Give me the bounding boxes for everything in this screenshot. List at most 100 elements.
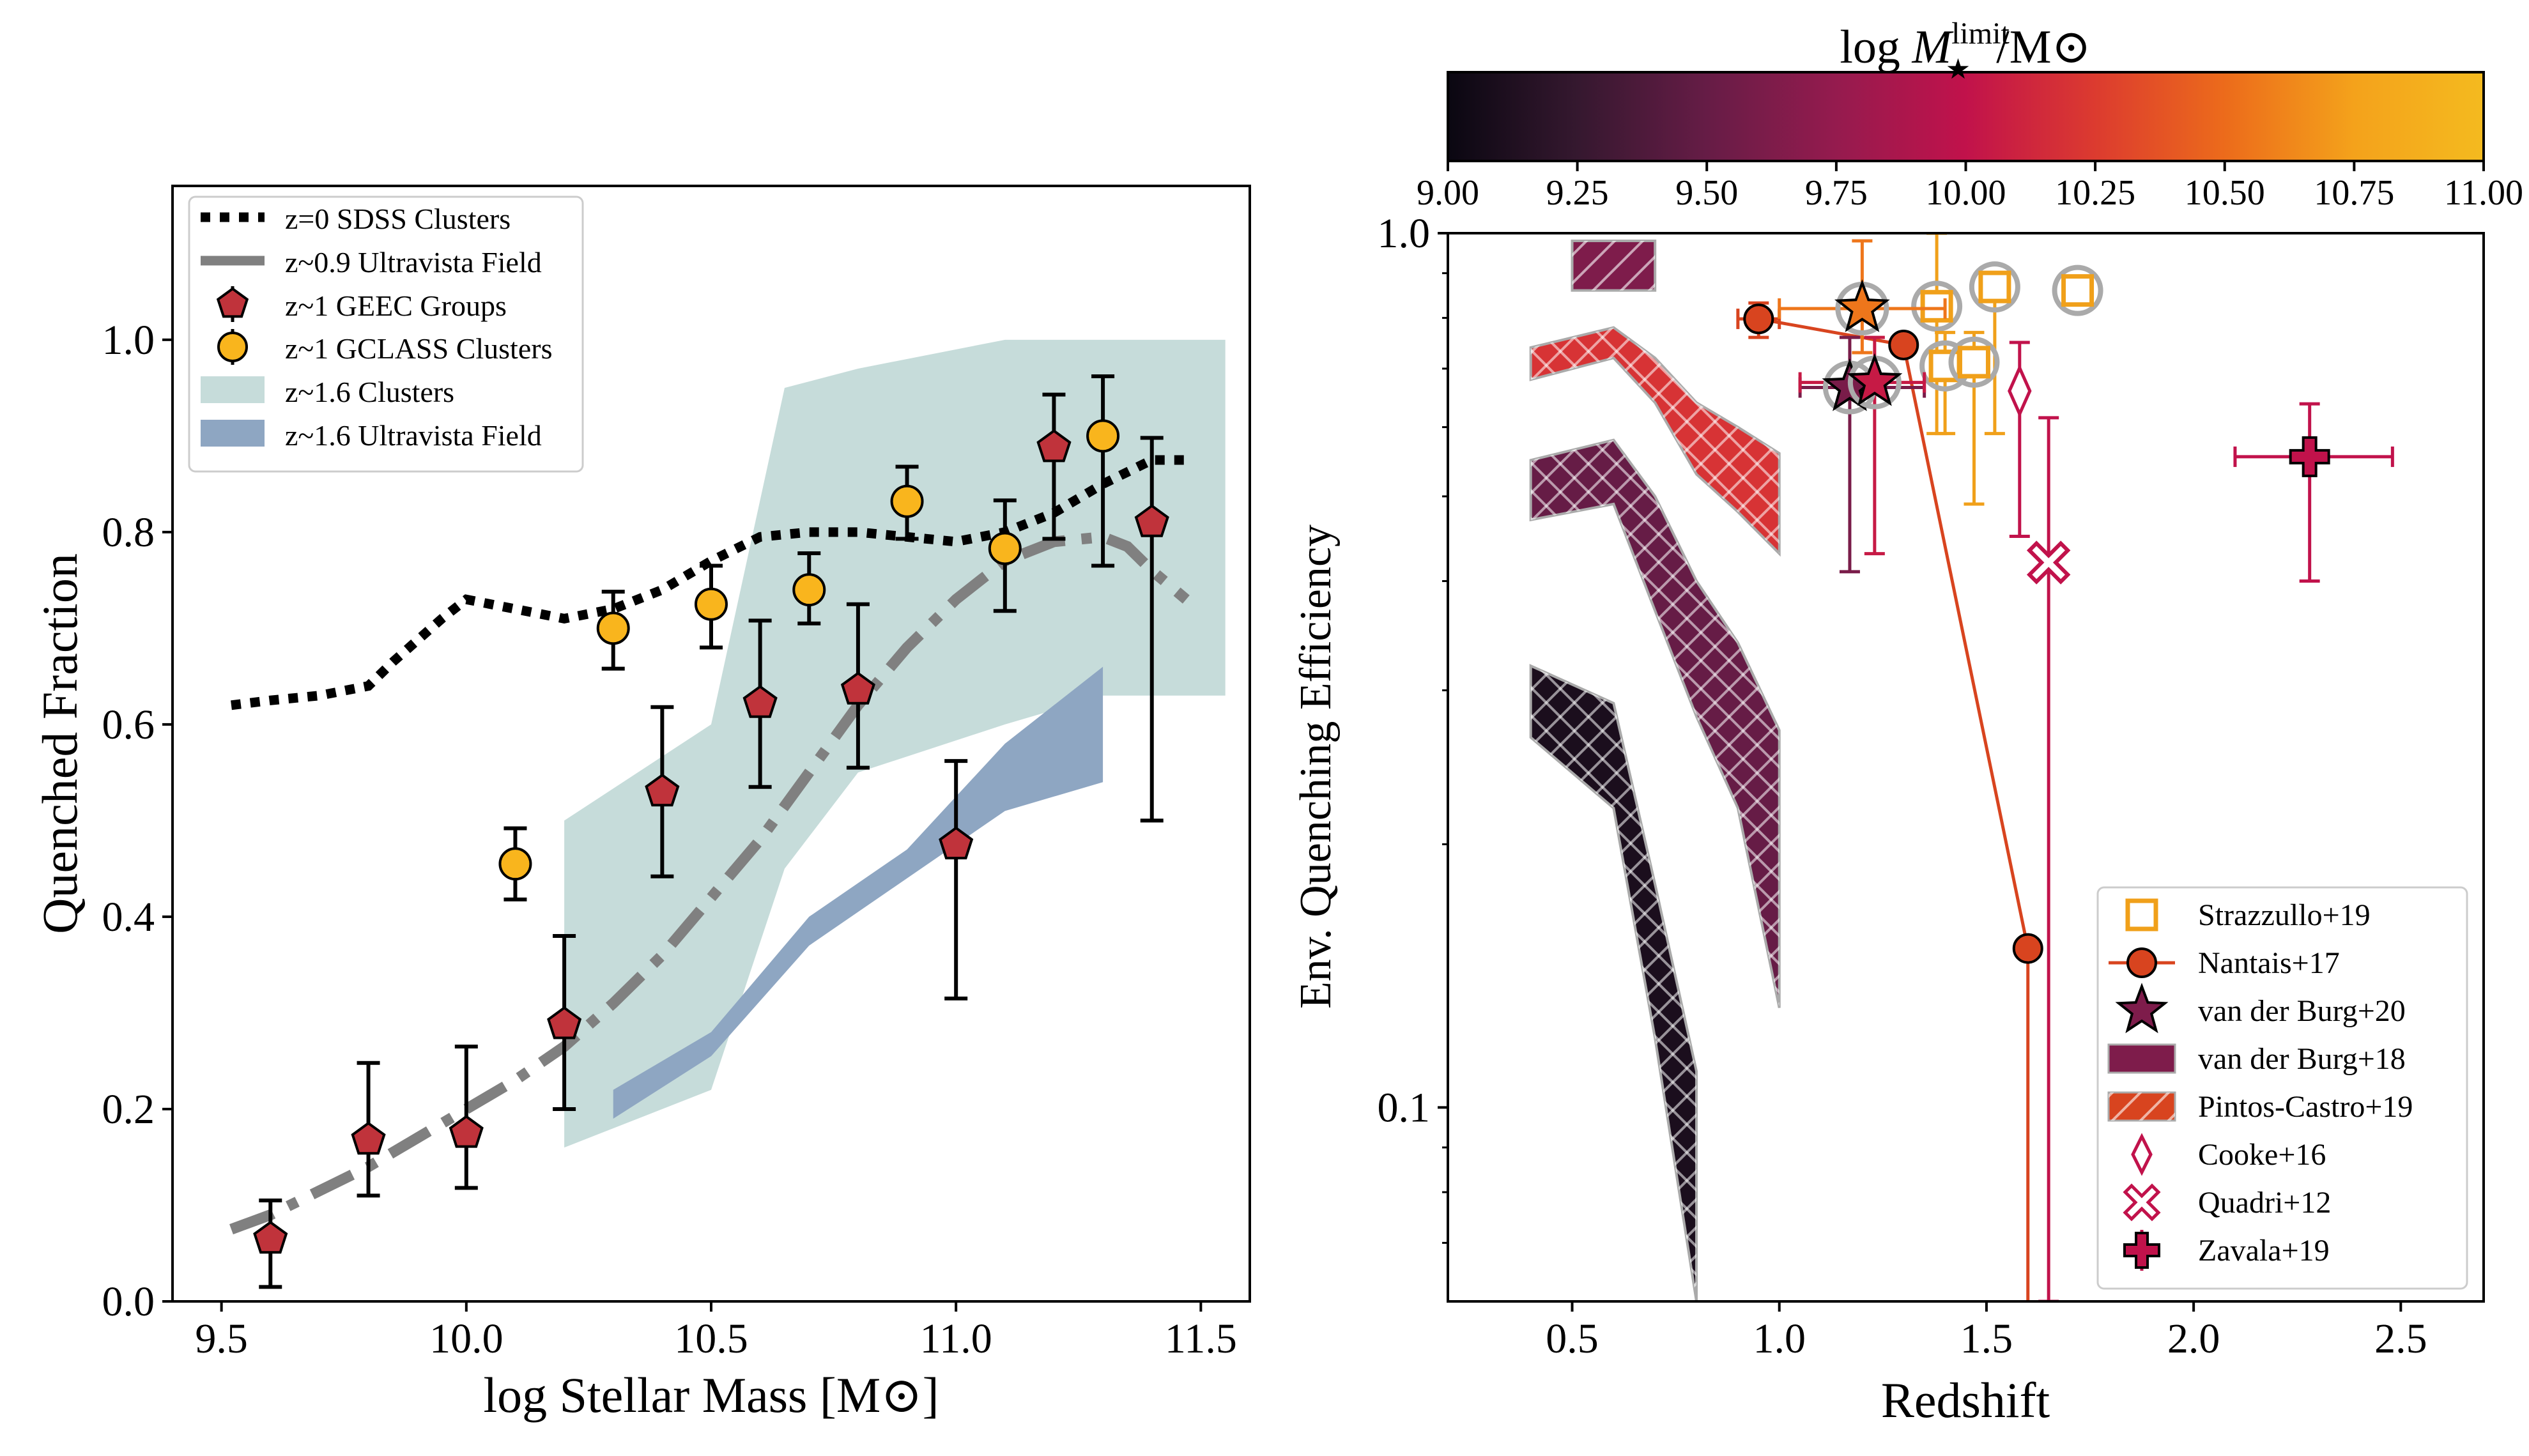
geec-point-5 [742, 685, 778, 718]
pintos-castro-band-hatch-2 [1530, 666, 1697, 1301]
strazzullo-halo-4 [1948, 336, 2000, 388]
legend-swatch-vdb20 [2115, 983, 2169, 1034]
right-x-tick-label-1: 1.0 [1753, 1315, 1806, 1362]
colorbar-label-symbol: M [1911, 21, 1954, 73]
gclass-point-6 [1086, 419, 1120, 453]
colorbar-tick-label-3: 9.75 [1805, 173, 1868, 213]
colorbar-gradient [1447, 71, 2485, 162]
right-legend-box [2096, 886, 2468, 1290]
legend-swatch-vdb18 [2107, 1043, 2176, 1074]
left-legend-label-4: z~1.6 Clusters [285, 376, 454, 408]
left-x-tick-label-2: 10.5 [674, 1315, 748, 1362]
gclass-point-3 [792, 573, 826, 607]
left-legend-label-2: z~1 GEEC Groups [285, 289, 507, 322]
left-y-axis-label: Quenched Fraction [32, 553, 88, 934]
legend-swatch-z16-ultravista [201, 420, 265, 447]
colorbar-tick-label-1: 9.25 [1546, 173, 1609, 213]
right-legend-label-1: Nantais+17 [2198, 946, 2340, 980]
band-z16-ultravista [613, 666, 1103, 1119]
geec-point-4 [645, 773, 680, 807]
legend-swatch-quadri [2123, 1183, 2161, 1222]
nantais-line [1758, 317, 2030, 949]
pintos-castro-band-hatch-0 [1530, 327, 1780, 554]
geec-point-9 [1134, 504, 1169, 537]
colorbar-tick-label-2: 9.50 [1675, 173, 1738, 213]
colorbar-label: log Mlimit ★ /M⊙ [1840, 17, 2091, 85]
line-z0-sdss [231, 455, 1187, 710]
nantais-point-1 [1888, 329, 1919, 360]
colorbar: 9.00 9.25 9.50 9.75 10.00 10.25 10.50 10.75 11.0… [1417, 17, 2523, 213]
gclass-point-0 [498, 847, 532, 881]
legend-swatch-nantais [2126, 947, 2157, 978]
colorbar-label-prefix: log [1840, 21, 1900, 73]
strazzullo-point-2 [2061, 274, 2095, 307]
strazzullo-halo-2 [2052, 264, 2103, 316]
legend-swatch-pintos-castro-hatch [2109, 1092, 2175, 1121]
left-y-tick-label-4: 0.8 [102, 509, 155, 556]
legend-swatch-cooke [2131, 1133, 2153, 1176]
colorbar-tick-label-7: 10.75 [2314, 173, 2394, 213]
zavala-point-0 [2289, 436, 2330, 477]
pintos-castro-band-hatch-1 [1530, 440, 1780, 1008]
right-legend-label-2: van der Burg+20 [2198, 994, 2406, 1028]
geec-point-1 [351, 1121, 386, 1155]
strazzullo-point-4 [1957, 346, 1990, 379]
gclass-point-2 [695, 587, 728, 621]
colorbar-tick-label-8: 11.00 [2444, 173, 2523, 213]
right-x-tick-label-4: 2.5 [2374, 1315, 2427, 1362]
legend-swatch-gclass [217, 332, 248, 362]
right-x-tick-label-2: 1.5 [1960, 1315, 2013, 1362]
right-legend-label-3: van der Burg+18 [2198, 1042, 2406, 1076]
left-legend-label-3: z~1 GCLASS Clusters [285, 332, 552, 365]
colorbar-tick-label-0: 9.00 [1417, 173, 1479, 213]
legend-swatch-zavala [2123, 1232, 2160, 1269]
colorbar-tick-label-5: 10.25 [2055, 173, 2135, 213]
right-legend-label-0: Strazzullo+19 [2198, 898, 2371, 932]
colorbar-label-sup: limit [1951, 17, 2010, 50]
right-x-tick-label-0: 0.5 [1546, 1315, 1599, 1362]
colorbar-label-suffix: /M⊙ [1996, 21, 2091, 73]
left-legend-label-1: z~0.9 Ultravista Field [285, 246, 542, 279]
vdb20-point-0 [1834, 279, 1890, 332]
left-legend-label-0: z=0 SDSS Clusters [285, 203, 511, 235]
right-x-axis-label: Redshift [1881, 1372, 2050, 1428]
gclass-point-1 [596, 611, 630, 645]
geec-point-6 [840, 671, 875, 705]
right-panel: 0.5 1.0 1.5 2.0 2.5 1.0 0.1 Redshift Env. Quen… [1291, 210, 2485, 1428]
geec-point-3 [547, 1006, 582, 1039]
right-y-axis-label: Env. Quenching Efficiency [1291, 525, 1341, 1009]
left-y-tick-label-3: 0.6 [102, 701, 155, 748]
vdb18-box-hatch [1572, 241, 1656, 291]
strazzullo-halo-0 [1911, 280, 1963, 332]
line-z09-ultravista [229, 531, 1190, 1235]
left-x-tick-label-1: 10.0 [429, 1315, 503, 1362]
vdb20-point-2 [1847, 353, 1903, 406]
gclass-point-4 [890, 484, 924, 518]
colorbar-tick-label-6: 10.50 [2185, 173, 2265, 213]
left-legend-label-5: z~1.6 Ultravista Field [285, 419, 542, 452]
left-x-tick-label-0: 9.5 [195, 1315, 248, 1362]
right-legend-label-5: Cooke+16 [2198, 1138, 2326, 1172]
legend-swatch-strazzullo [2125, 898, 2158, 931]
geec-point-7 [939, 826, 974, 860]
gclass-point-5 [988, 532, 1022, 565]
left-x-tick-label-3: 11.0 [920, 1315, 992, 1362]
legend-swatch-geec [216, 287, 249, 318]
geec-point-0 [253, 1220, 288, 1254]
left-x-axis-label: log Stellar Mass [M⊙] [483, 1367, 939, 1423]
left-panel: 9.5 10.0 10.5 11.0 11.5 0.0 0.2 0.4 0.6 0.8 1.0 lo… [32, 185, 1251, 1423]
right-y-tick-label-0: 1.0 [1378, 210, 1431, 257]
geec-point-2 [449, 1115, 484, 1148]
left-y-tick-label-1: 0.2 [102, 1086, 155, 1133]
quadri-point-0 [2026, 540, 2071, 585]
strazzullo-point-1 [1978, 270, 2011, 303]
legend-swatch-z16-clusters [201, 376, 265, 403]
geec-point-8 [1036, 429, 1072, 463]
right-x-tick-label-3: 2.0 [2167, 1315, 2220, 1362]
left-y-tick-label-5: 1.0 [102, 317, 155, 364]
nantais-point-2 [2012, 933, 2043, 964]
left-legend: z=0 SDSS Clusters z~0.9 Ultravista Field z… [188, 195, 584, 473]
right-legend-label-6: Quadri+12 [2198, 1186, 2331, 1220]
right-axes-frame [1447, 232, 2485, 1303]
